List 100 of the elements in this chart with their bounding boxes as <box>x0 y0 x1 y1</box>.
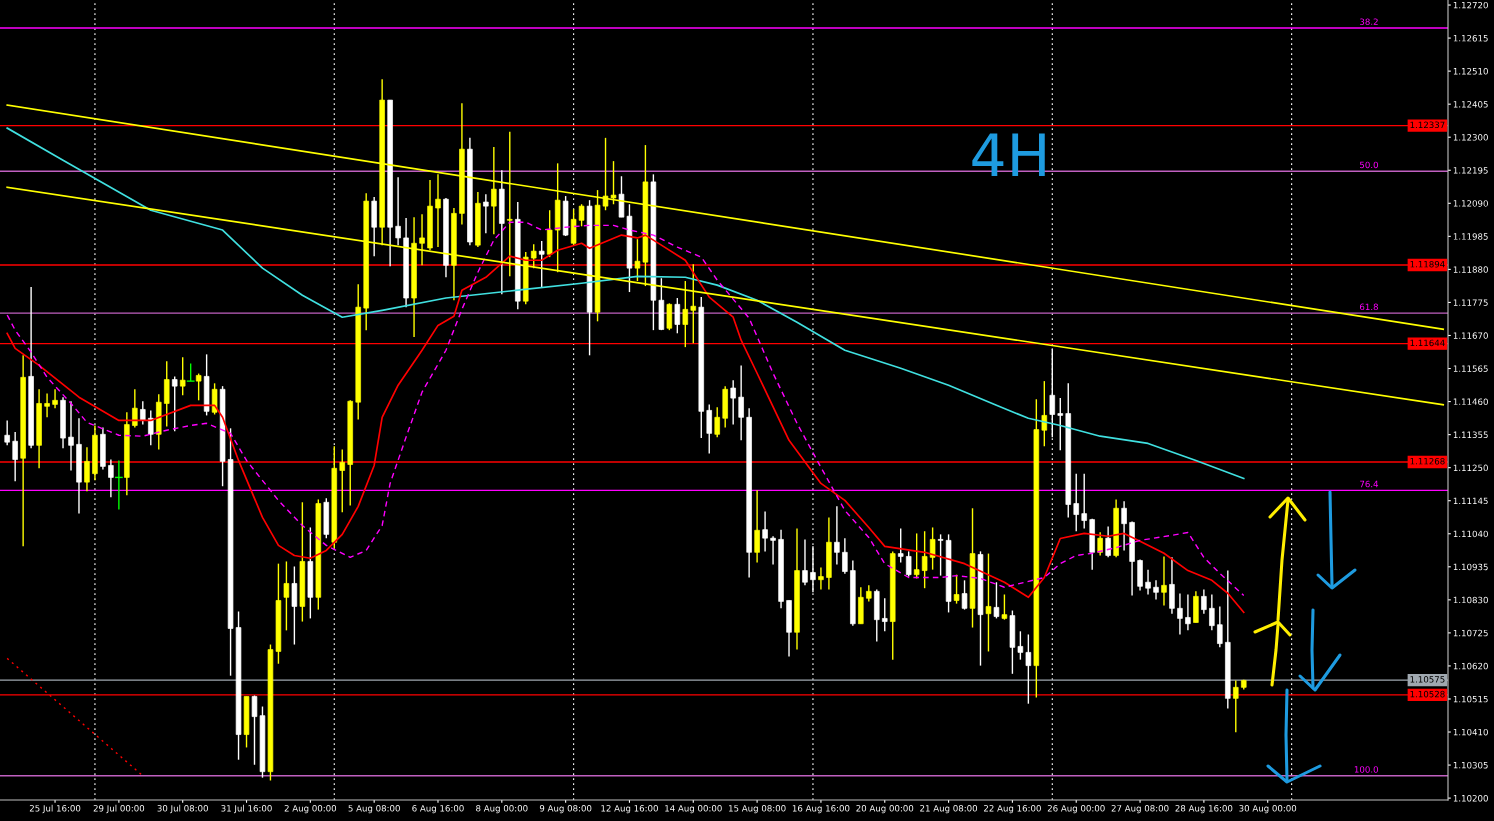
y-tick-label: 1.11775 <box>1453 299 1488 306</box>
candlestick <box>1201 588 1207 615</box>
candlestick <box>1209 593 1215 632</box>
annotation: 38.2 <box>1360 18 1378 25</box>
candlestick <box>754 489 760 564</box>
candlestick <box>666 302 673 331</box>
x-tick-label: 28 Aug 16:00 <box>1175 805 1233 814</box>
y-tick-label: 1.11355 <box>1453 431 1488 439</box>
annotation: 100.0 <box>1354 766 1378 773</box>
candlestick <box>44 392 50 419</box>
ref-line-label: 1.11644 <box>1410 339 1445 347</box>
candlestick <box>530 243 537 269</box>
x-tick-label: 12 Aug 16:00 <box>601 805 658 814</box>
ref-line-label: 1.10528 <box>1410 690 1445 698</box>
candlestick <box>1049 348 1056 438</box>
candlestick <box>706 403 712 455</box>
y-tick-label: 1.10620 <box>1453 662 1488 670</box>
x-tick-label: 20 Aug 00:00 <box>856 805 914 814</box>
candlestick <box>993 581 1000 620</box>
candlestick <box>1169 556 1175 615</box>
candlestick <box>842 537 848 575</box>
candlestick <box>634 238 641 282</box>
candlestick <box>483 193 489 234</box>
y-tick-label: 1.10725 <box>1453 629 1488 637</box>
y-tick-label: 1.10935 <box>1453 563 1488 571</box>
x-tick-label: 5 Aug 08:00 <box>348 805 400 814</box>
annotation: 4H <box>972 133 1045 177</box>
candlestick <box>738 364 744 441</box>
candlestick <box>897 527 904 564</box>
x-tick-label: 9 Aug 08:00 <box>539 805 592 814</box>
candlestick <box>818 566 824 591</box>
candlestick <box>834 505 840 566</box>
candlestick <box>538 240 545 288</box>
candlestick <box>1025 633 1032 705</box>
candlestick <box>52 388 58 409</box>
candlestick <box>985 552 992 653</box>
candlestick <box>1145 568 1151 596</box>
candlestick <box>84 446 90 492</box>
candlestick <box>1017 630 1024 661</box>
x-tick-label: 21 Aug 08:00 <box>920 805 978 814</box>
candlestick <box>1057 397 1064 452</box>
y-tick-label: 1.11670 <box>1453 332 1488 339</box>
candlestick <box>770 535 776 566</box>
y-tick-label: 1.11880 <box>1453 266 1488 273</box>
candlestick <box>1233 679 1239 734</box>
candlestick <box>12 431 18 482</box>
ref-line-label: 1.12337 <box>1410 121 1445 129</box>
y-tick-label: 1.12720 <box>1453 1 1488 9</box>
candlestick <box>1161 555 1167 607</box>
y-tick-label: 1.12510 <box>1453 68 1488 75</box>
candlestick <box>1153 579 1159 601</box>
candlestick <box>108 458 114 498</box>
x-tick-label: 31 Jul 16:00 <box>221 804 272 814</box>
y-tick-label: 1.12090 <box>1453 200 1488 207</box>
ref-line-label: 1.10575 <box>1410 676 1445 683</box>
candlestick <box>810 545 816 593</box>
x-tick-label: 27 Aug 08:00 <box>1111 805 1169 814</box>
annotation: 61.8 <box>1359 303 1378 311</box>
candlestick <box>195 372 202 402</box>
candlestick <box>570 208 577 246</box>
candlestick <box>4 419 10 447</box>
x-tick-label: 16 Aug 16:00 <box>792 805 850 814</box>
candlestick <box>1081 472 1087 530</box>
y-tick-label: 1.10200 <box>1453 794 1488 802</box>
candlestick <box>682 280 689 348</box>
y-tick-label: 1.11985 <box>1453 233 1488 240</box>
candlestick <box>164 360 170 428</box>
candlestick <box>1185 593 1191 632</box>
candlestick <box>291 565 298 646</box>
candlestick <box>1217 605 1223 649</box>
y-tick-label: 1.11460 <box>1453 398 1488 405</box>
x-tick-label: 30 Aug 00:00 <box>1239 805 1297 814</box>
candlestick <box>283 560 290 632</box>
candlestick <box>802 538 808 587</box>
y-tick-label: 1.11565 <box>1453 365 1488 372</box>
candlestick <box>1105 525 1111 559</box>
candlestick <box>148 409 154 447</box>
x-tick-label: 22 Aug 16:00 <box>984 805 1041 814</box>
candlestick <box>578 203 585 227</box>
y-tick-label: 1.10830 <box>1453 596 1488 604</box>
candlestick <box>1121 500 1127 552</box>
x-tick-label: 8 Aug 00:00 <box>476 805 528 814</box>
candlestick <box>171 375 178 432</box>
candlestick <box>690 263 697 345</box>
candlestick <box>491 146 497 235</box>
annotation: 50.0 <box>1360 161 1378 169</box>
candlestick <box>1097 531 1103 557</box>
candlestick <box>419 213 425 266</box>
candlestick <box>882 597 888 633</box>
candlestick <box>211 382 218 416</box>
candlestick <box>140 400 146 426</box>
line-series <box>6 127 1245 480</box>
candlestick <box>1073 472 1079 532</box>
candlestick <box>339 448 345 514</box>
y-tick-label: 1.12300 <box>1453 134 1488 141</box>
candlestick <box>1177 592 1183 636</box>
x-tick-label: 25 Jul 16:00 <box>29 804 81 814</box>
x-tick-label: 15 Aug 08:00 <box>729 805 786 814</box>
y-tick-label: 1.10515 <box>1453 695 1488 703</box>
y-tick-label: 1.10305 <box>1453 761 1488 769</box>
